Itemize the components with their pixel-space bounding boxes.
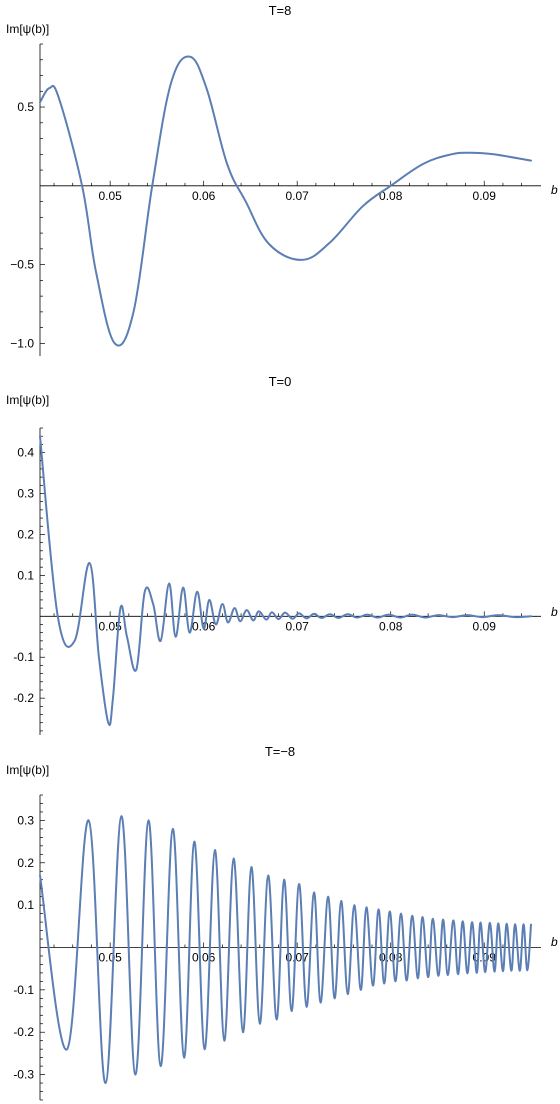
y-tick-label: 0.3	[17, 813, 34, 827]
y-tick-label: 0.2	[17, 856, 34, 870]
y-tick-label: 0.4	[17, 446, 34, 460]
y-tick-label: 0.2	[17, 527, 34, 541]
y-tick-label: 0.1	[17, 898, 34, 912]
y-tick-label: −0.5	[10, 258, 34, 272]
series-line	[39, 435, 532, 726]
chart-panel-t0: T=0 Im[ψ(b)] b 0.05 0.06 0.07 0.08 0.09 -0.2 -…	[6, 374, 558, 735]
y-tick-label: -0.2	[13, 1025, 34, 1039]
y-tick-label: 0.1	[17, 568, 34, 582]
chart-panel-t8: T=8 Im[ψ(b)] b 0.05 0.06 0.07 0.08 0.09 −1.0 −…	[6, 3, 558, 356]
chart-marks: 0.05 0.06 0.07 0.08 0.09 -0.2 -0.1 0.1 0.2 0.3 0.4	[13, 427, 541, 735]
y-axis-label: Im[ψ(b)]	[6, 22, 49, 36]
series-line	[39, 55, 532, 347]
y-tick-label: -0.1	[13, 650, 34, 664]
chart-title: T=−8	[265, 744, 295, 759]
y-axis-label: Im[ψ(b)]	[6, 763, 49, 777]
y-tick-label: −1.0	[10, 336, 34, 350]
y-tick-label: -0.2	[13, 691, 34, 705]
x-tick-label: 0.05	[98, 951, 122, 965]
chart-title: T=8	[269, 3, 292, 18]
y-tick-label: -0.1	[13, 983, 34, 997]
x-axis-label: b	[551, 605, 558, 619]
x-tick-label: 0.07	[286, 619, 310, 633]
x-tick-label: 0.08	[379, 189, 403, 203]
y-tick-label: 0.3	[17, 486, 34, 500]
x-tick-label: 0.06	[192, 189, 216, 203]
chart-title: T=0	[269, 374, 292, 389]
x-axis-label: b	[551, 183, 558, 197]
y-axis-label: Im[ψ(b)]	[6, 393, 49, 407]
x-tick-label: 0.07	[286, 189, 310, 203]
x-tick-label: 0.09	[473, 619, 497, 633]
chart-panel-tm8: T=−8 Im[ψ(b)] b 0.05 0.06 0.07 0.08 0.09-0.3…	[6, 744, 558, 1101]
chart-marks: 0.05 0.06 0.07 0.08 0.09 −1.0 −0.5 0.5	[10, 43, 541, 356]
x-tick-label: 0.06	[192, 619, 216, 633]
x-tick-label: 0.05	[98, 619, 122, 633]
x-tick-label: 0.09	[473, 189, 497, 203]
x-tick-label: 0.06	[192, 951, 216, 965]
x-axis-label: b	[551, 935, 558, 949]
y-tick-label: -0.3	[13, 1068, 34, 1082]
y-tick-label: 0.5	[17, 100, 34, 114]
x-tick-label: 0.05	[98, 189, 122, 203]
series-line	[39, 815, 532, 1085]
chart-marks: 0.05 0.06 0.07 0.08 0.09-0.3-0.2-0.10.10.20.…	[13, 794, 541, 1101]
x-tick-label: 0.08	[379, 619, 403, 633]
